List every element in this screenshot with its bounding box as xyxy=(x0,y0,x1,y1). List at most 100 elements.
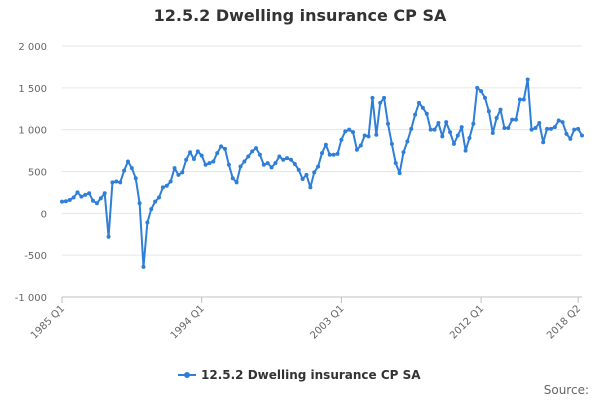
data-point[interactable] xyxy=(106,234,111,239)
data-point[interactable] xyxy=(168,179,173,184)
data-point[interactable] xyxy=(502,125,507,130)
data-point[interactable] xyxy=(184,157,189,162)
data-point[interactable] xyxy=(102,191,107,196)
data-point[interactable] xyxy=(510,117,515,122)
data-point[interactable] xyxy=(552,125,557,130)
data-point[interactable] xyxy=(296,167,301,172)
data-point[interactable] xyxy=(75,190,80,195)
data-point[interactable] xyxy=(463,148,468,153)
data-point[interactable] xyxy=(448,130,453,135)
data-point[interactable] xyxy=(141,264,146,269)
data-point[interactable] xyxy=(137,201,142,206)
data-point[interactable] xyxy=(545,126,550,131)
data-point[interactable] xyxy=(409,126,414,131)
data-point[interactable] xyxy=(199,153,204,158)
data-point[interactable] xyxy=(118,180,123,185)
data-point[interactable] xyxy=(238,164,243,169)
data-point[interactable] xyxy=(226,162,231,167)
data-point[interactable] xyxy=(440,134,445,139)
data-point[interactable] xyxy=(378,100,383,105)
data-point[interactable] xyxy=(254,146,259,151)
data-point[interactable] xyxy=(568,136,573,141)
data-point[interactable] xyxy=(331,152,336,157)
data-point[interactable] xyxy=(230,176,235,181)
data-point[interactable] xyxy=(405,139,410,144)
data-point[interactable] xyxy=(459,125,464,130)
data-point[interactable] xyxy=(432,127,437,132)
data-point[interactable] xyxy=(292,161,297,166)
data-point[interactable] xyxy=(467,136,472,141)
data-point[interactable] xyxy=(424,111,429,116)
data-point[interactable] xyxy=(114,179,119,184)
data-point[interactable] xyxy=(335,151,340,156)
data-point[interactable] xyxy=(261,162,266,167)
data-point[interactable] xyxy=(366,134,371,139)
data-point[interactable] xyxy=(145,220,150,225)
data-point[interactable] xyxy=(180,170,185,175)
data-point[interactable] xyxy=(397,171,402,176)
data-point[interactable] xyxy=(506,125,511,130)
data-point[interactable] xyxy=(125,159,130,164)
data-point[interactable] xyxy=(133,176,138,181)
data-point[interactable] xyxy=(444,120,449,125)
data-point[interactable] xyxy=(129,166,134,171)
data-point[interactable] xyxy=(320,151,324,156)
data-point[interactable] xyxy=(417,100,422,105)
data-point[interactable] xyxy=(191,156,196,161)
data-point[interactable] xyxy=(195,149,200,154)
data-point[interactable] xyxy=(153,199,158,204)
data-point[interactable] xyxy=(529,127,534,132)
data-point[interactable] xyxy=(560,120,565,125)
data-point[interactable] xyxy=(215,151,220,156)
data-point[interactable] xyxy=(122,168,127,173)
data-point[interactable] xyxy=(63,199,68,204)
data-point[interactable] xyxy=(60,199,64,204)
data-point[interactable] xyxy=(525,77,530,82)
data-point[interactable] xyxy=(343,129,348,134)
data-point[interactable] xyxy=(471,121,476,126)
data-point[interactable] xyxy=(401,150,406,155)
data-point[interactable] xyxy=(281,157,286,162)
data-point[interactable] xyxy=(428,127,433,132)
data-point[interactable] xyxy=(316,164,321,169)
data-point[interactable] xyxy=(455,133,460,138)
data-point[interactable] xyxy=(288,157,293,162)
data-point[interactable] xyxy=(498,107,503,112)
data-point[interactable] xyxy=(71,195,76,200)
data-point[interactable] xyxy=(556,118,561,123)
legend[interactable]: 12.5.2 Dwelling insurance CP SA xyxy=(178,368,421,382)
data-point[interactable] xyxy=(300,177,305,182)
data-point[interactable] xyxy=(382,95,387,100)
data-point[interactable] xyxy=(436,120,441,125)
data-point[interactable] xyxy=(393,161,398,166)
data-point[interactable] xyxy=(176,172,181,177)
data-point[interactable] xyxy=(277,154,282,159)
data-point[interactable] xyxy=(339,137,344,142)
data-point[interactable] xyxy=(413,112,418,117)
data-point[interactable] xyxy=(246,154,251,159)
data-point[interactable] xyxy=(385,121,390,126)
data-point[interactable] xyxy=(164,183,169,188)
data-point[interactable] xyxy=(451,141,456,146)
data-point[interactable] xyxy=(479,89,484,94)
data-point[interactable] xyxy=(521,97,526,102)
data-point[interactable] xyxy=(308,185,313,190)
data-point[interactable] xyxy=(242,159,247,164)
data-point[interactable] xyxy=(234,180,239,185)
data-point[interactable] xyxy=(347,127,352,132)
data-point[interactable] xyxy=(537,120,542,125)
data-point[interactable] xyxy=(273,161,278,166)
data-point[interactable] xyxy=(83,192,88,197)
data-point[interactable] xyxy=(490,131,495,136)
data-point[interactable] xyxy=(389,141,394,146)
data-point[interactable] xyxy=(517,97,522,102)
data-point[interactable] xyxy=(580,133,584,138)
data-point[interactable] xyxy=(257,152,262,157)
data-point[interactable] xyxy=(269,165,274,170)
data-point[interactable] xyxy=(486,109,491,114)
data-point[interactable] xyxy=(304,172,309,177)
data-point[interactable] xyxy=(576,126,581,131)
data-point[interactable] xyxy=(354,147,359,152)
data-point[interactable] xyxy=(285,156,290,161)
data-point[interactable] xyxy=(91,198,96,203)
